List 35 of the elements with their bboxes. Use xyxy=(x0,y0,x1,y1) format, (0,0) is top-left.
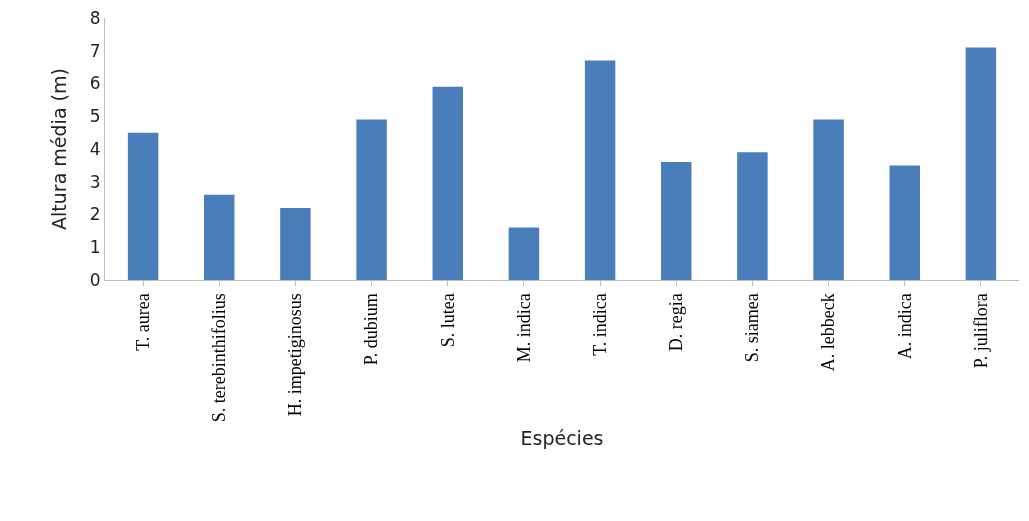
x-tick-label: M. indica xyxy=(513,293,534,363)
y-tick-label: 5 xyxy=(89,106,101,127)
bar xyxy=(584,60,616,280)
bar xyxy=(204,194,235,280)
x-tick-label: T. indica xyxy=(589,293,610,356)
bar xyxy=(508,227,540,280)
bar xyxy=(661,162,692,280)
bar xyxy=(965,47,997,280)
y-tick-label: 2 xyxy=(89,204,101,225)
y-tick-label: 8 xyxy=(89,7,101,28)
bar xyxy=(127,132,159,280)
bar xyxy=(356,119,387,280)
x-tick-label: T. aurea xyxy=(132,293,153,351)
x-tick-label: S. siamea xyxy=(742,293,763,363)
bar xyxy=(737,152,768,280)
x-tick-label: S. lutea xyxy=(437,293,458,348)
x-axis-title: Espécies xyxy=(520,427,604,449)
y-axis-title: Altura média (m) xyxy=(47,68,70,230)
y-tick-label: 7 xyxy=(89,40,101,61)
x-tick-label: A. indica xyxy=(894,293,915,360)
bar xyxy=(813,119,844,280)
x-tick-label: A. lebbeck xyxy=(818,293,839,372)
x-tick-label: D. regia xyxy=(666,293,687,352)
y-tick-label: 0 xyxy=(89,269,101,290)
bar xyxy=(280,207,311,280)
bar xyxy=(432,86,463,280)
x-tick-label: P. dubium xyxy=(361,293,382,366)
y-tick-label: 1 xyxy=(89,237,101,258)
y-tick-label: 3 xyxy=(89,171,101,192)
y-tick-label: 4 xyxy=(89,138,101,159)
bar xyxy=(889,165,920,280)
x-tick-label: H. impetiginosus xyxy=(285,293,306,417)
y-tick-label: 6 xyxy=(89,73,101,94)
x-tick-label: P. juliflora xyxy=(970,293,991,369)
x-tick-label: S. terebinthifolius xyxy=(209,293,230,423)
